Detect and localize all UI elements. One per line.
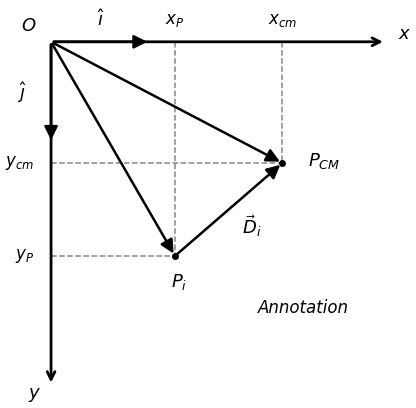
Text: $\hat{\imath}$: $\hat{\imath}$	[97, 9, 104, 30]
Text: $O$: $O$	[21, 17, 36, 35]
Text: $x$: $x$	[398, 25, 411, 43]
Text: $y$: $y$	[28, 386, 41, 404]
Text: $\hat{\jmath}$: $\hat{\jmath}$	[17, 80, 27, 105]
Text: $x_P$: $x_P$	[166, 11, 185, 29]
Text: Annotation: Annotation	[258, 299, 349, 317]
Text: $P_{CM}$: $P_{CM}$	[307, 151, 340, 171]
Text: $x_{cm}$: $x_{cm}$	[268, 11, 297, 29]
Text: $y_P$: $y_P$	[15, 247, 34, 265]
Text: $\vec{D}_i$: $\vec{D}_i$	[242, 213, 261, 239]
Text: $y_{cm}$: $y_{cm}$	[5, 154, 35, 172]
Text: $P_i$: $P_i$	[171, 272, 187, 292]
